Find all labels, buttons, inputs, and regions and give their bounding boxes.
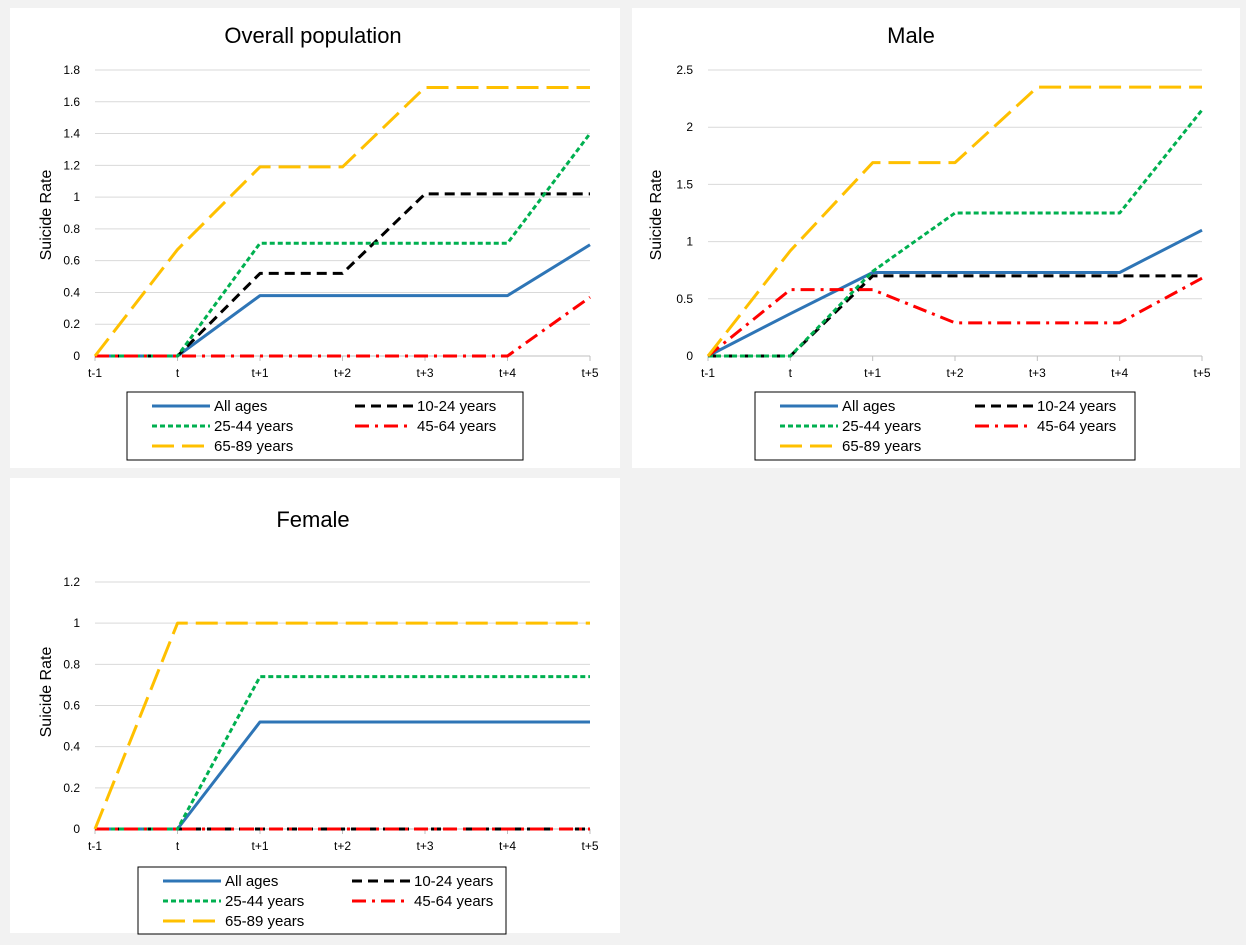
legend-label: 45-64 years	[414, 893, 493, 910]
y-tick-label: 0.8	[63, 657, 80, 671]
y-tick-label: 1.5	[676, 177, 693, 191]
legend-label: 65-89 years	[225, 913, 304, 930]
chart-female: Female Suicide Rate 0 0.2 0.4 0.6 0.8 1 1.2 t-1…	[10, 478, 620, 935]
legend-label: 25-44 years	[225, 893, 304, 910]
y-tick-label: 0.5	[676, 292, 693, 306]
x-tick-label: t+2	[334, 839, 351, 853]
x-tick-label: t+5	[581, 366, 598, 380]
x-tick-label: t+2	[946, 366, 963, 380]
legend-label: 65-89 years	[214, 438, 293, 455]
y-tick-label: 1	[686, 235, 693, 249]
x-tick-label: t+5	[1193, 366, 1210, 380]
y-tick-label: 1	[73, 616, 80, 630]
x-tick-label: t+4	[499, 839, 516, 853]
x-tick-label: t+2	[334, 366, 351, 380]
series-line-all-ages	[707, 228, 1203, 358]
series-line-25-44-years	[95, 675, 590, 831]
y-tick-label: 0	[73, 349, 80, 363]
series-line-25-44-years	[708, 109, 1204, 358]
series-line-45-64-years	[95, 295, 591, 358]
series-lines	[93, 621, 590, 831]
x-tick-label: t+3	[416, 366, 433, 380]
y-tick-label: 1.4	[63, 127, 80, 141]
y-tick-label: 0.4	[63, 285, 80, 299]
legend-label: 10-24 years	[417, 398, 496, 415]
y-tick-label: 1.6	[63, 95, 80, 109]
series-lines	[706, 85, 1204, 358]
x-tick-label: t+5	[581, 839, 598, 853]
y-tick-label: 2	[686, 120, 693, 134]
series-line-65-89-years	[93, 85, 590, 357]
y-tick-label: 1.2	[63, 158, 80, 172]
x-tick-label: t-1	[701, 366, 715, 380]
y-tick-label: 2.5	[676, 63, 693, 77]
y-tick-label: 0.6	[63, 254, 80, 268]
x-tick-label: t	[176, 839, 180, 853]
x-tick-label: t+1	[251, 366, 268, 380]
chart-title: Male	[887, 23, 935, 48]
legend-label: 10-24 years	[1037, 398, 1116, 415]
y-axis-label: Suicide Rate	[38, 170, 55, 261]
y-tick-label: 0.8	[63, 222, 80, 236]
x-tick-label: t+3	[1029, 366, 1046, 380]
x-tick-label: t+3	[416, 839, 433, 853]
legend-box	[754, 391, 1136, 461]
legend-label: All ages	[214, 398, 267, 415]
x-tick-label: t+4	[499, 366, 516, 380]
y-tick-label: 0.2	[63, 317, 80, 331]
y-tick-label: 1	[73, 190, 80, 204]
axes: 0 0.5 1 1.5 2 2.5 t-1 t t+1 t+2 t+3 t+4 t+5	[676, 63, 1211, 380]
legend-label: 10-24 years	[414, 873, 493, 890]
legend-label: 25-44 years	[842, 418, 921, 435]
y-tick-label: 0.2	[63, 781, 80, 795]
legend-label: 45-64 years	[1037, 418, 1116, 435]
y-tick-label: 0.6	[63, 699, 80, 713]
series-line-45-64-years	[707, 276, 1203, 358]
x-tick-label: t-1	[88, 366, 102, 380]
legend: All ages 10-24 years 25-44 years 45-64 year…	[754, 391, 1136, 461]
chart-overall-population: Overall population Suicide Rate 0 0.2 0.4 0…	[10, 8, 620, 468]
legend-label: All ages	[225, 873, 278, 890]
y-tick-label: 0	[686, 349, 693, 363]
x-tick-label: t	[789, 366, 793, 380]
legend-label: 45-64 years	[417, 418, 496, 435]
legend-label: 65-89 years	[842, 438, 921, 455]
legend: All ages 10-24 years 25-44 years 45-64 year…	[137, 866, 507, 935]
y-tick-label: 1.8	[63, 63, 80, 77]
y-axis-label: Suicide Rate	[38, 647, 55, 738]
series-line-25-44-years	[95, 132, 592, 358]
series-line-65-89-years	[93, 621, 590, 830]
legend-label: 25-44 years	[214, 418, 293, 435]
chart-area	[10, 8, 620, 468]
y-axis-label: Suicide Rate	[648, 170, 665, 261]
legend: All ages 10-24 years 25-44 years 45-64 year…	[126, 391, 524, 461]
y-tick-label: 0.4	[63, 740, 80, 754]
x-tick-label: t+1	[864, 366, 881, 380]
series-line-65-89-years	[706, 85, 1202, 357]
x-tick-label: t	[176, 366, 180, 380]
x-tick-label: t+1	[251, 839, 268, 853]
series-lines	[93, 85, 592, 358]
legend-label: All ages	[842, 398, 895, 415]
chart-male: Male Suicide Rate 0 0.5 1 1.5 2 2.5 t-1 t t+1 t+2…	[632, 8, 1240, 468]
y-tick-label: 1.2	[63, 575, 80, 589]
y-tick-label: 0	[73, 822, 80, 836]
chart-title: Overall population	[224, 23, 401, 48]
x-tick-label: t-1	[88, 839, 102, 853]
chart-area	[632, 8, 1240, 468]
gridlines	[708, 69, 1202, 300]
x-tick-label: t+4	[1111, 366, 1128, 380]
chart-title: Female	[276, 507, 349, 532]
